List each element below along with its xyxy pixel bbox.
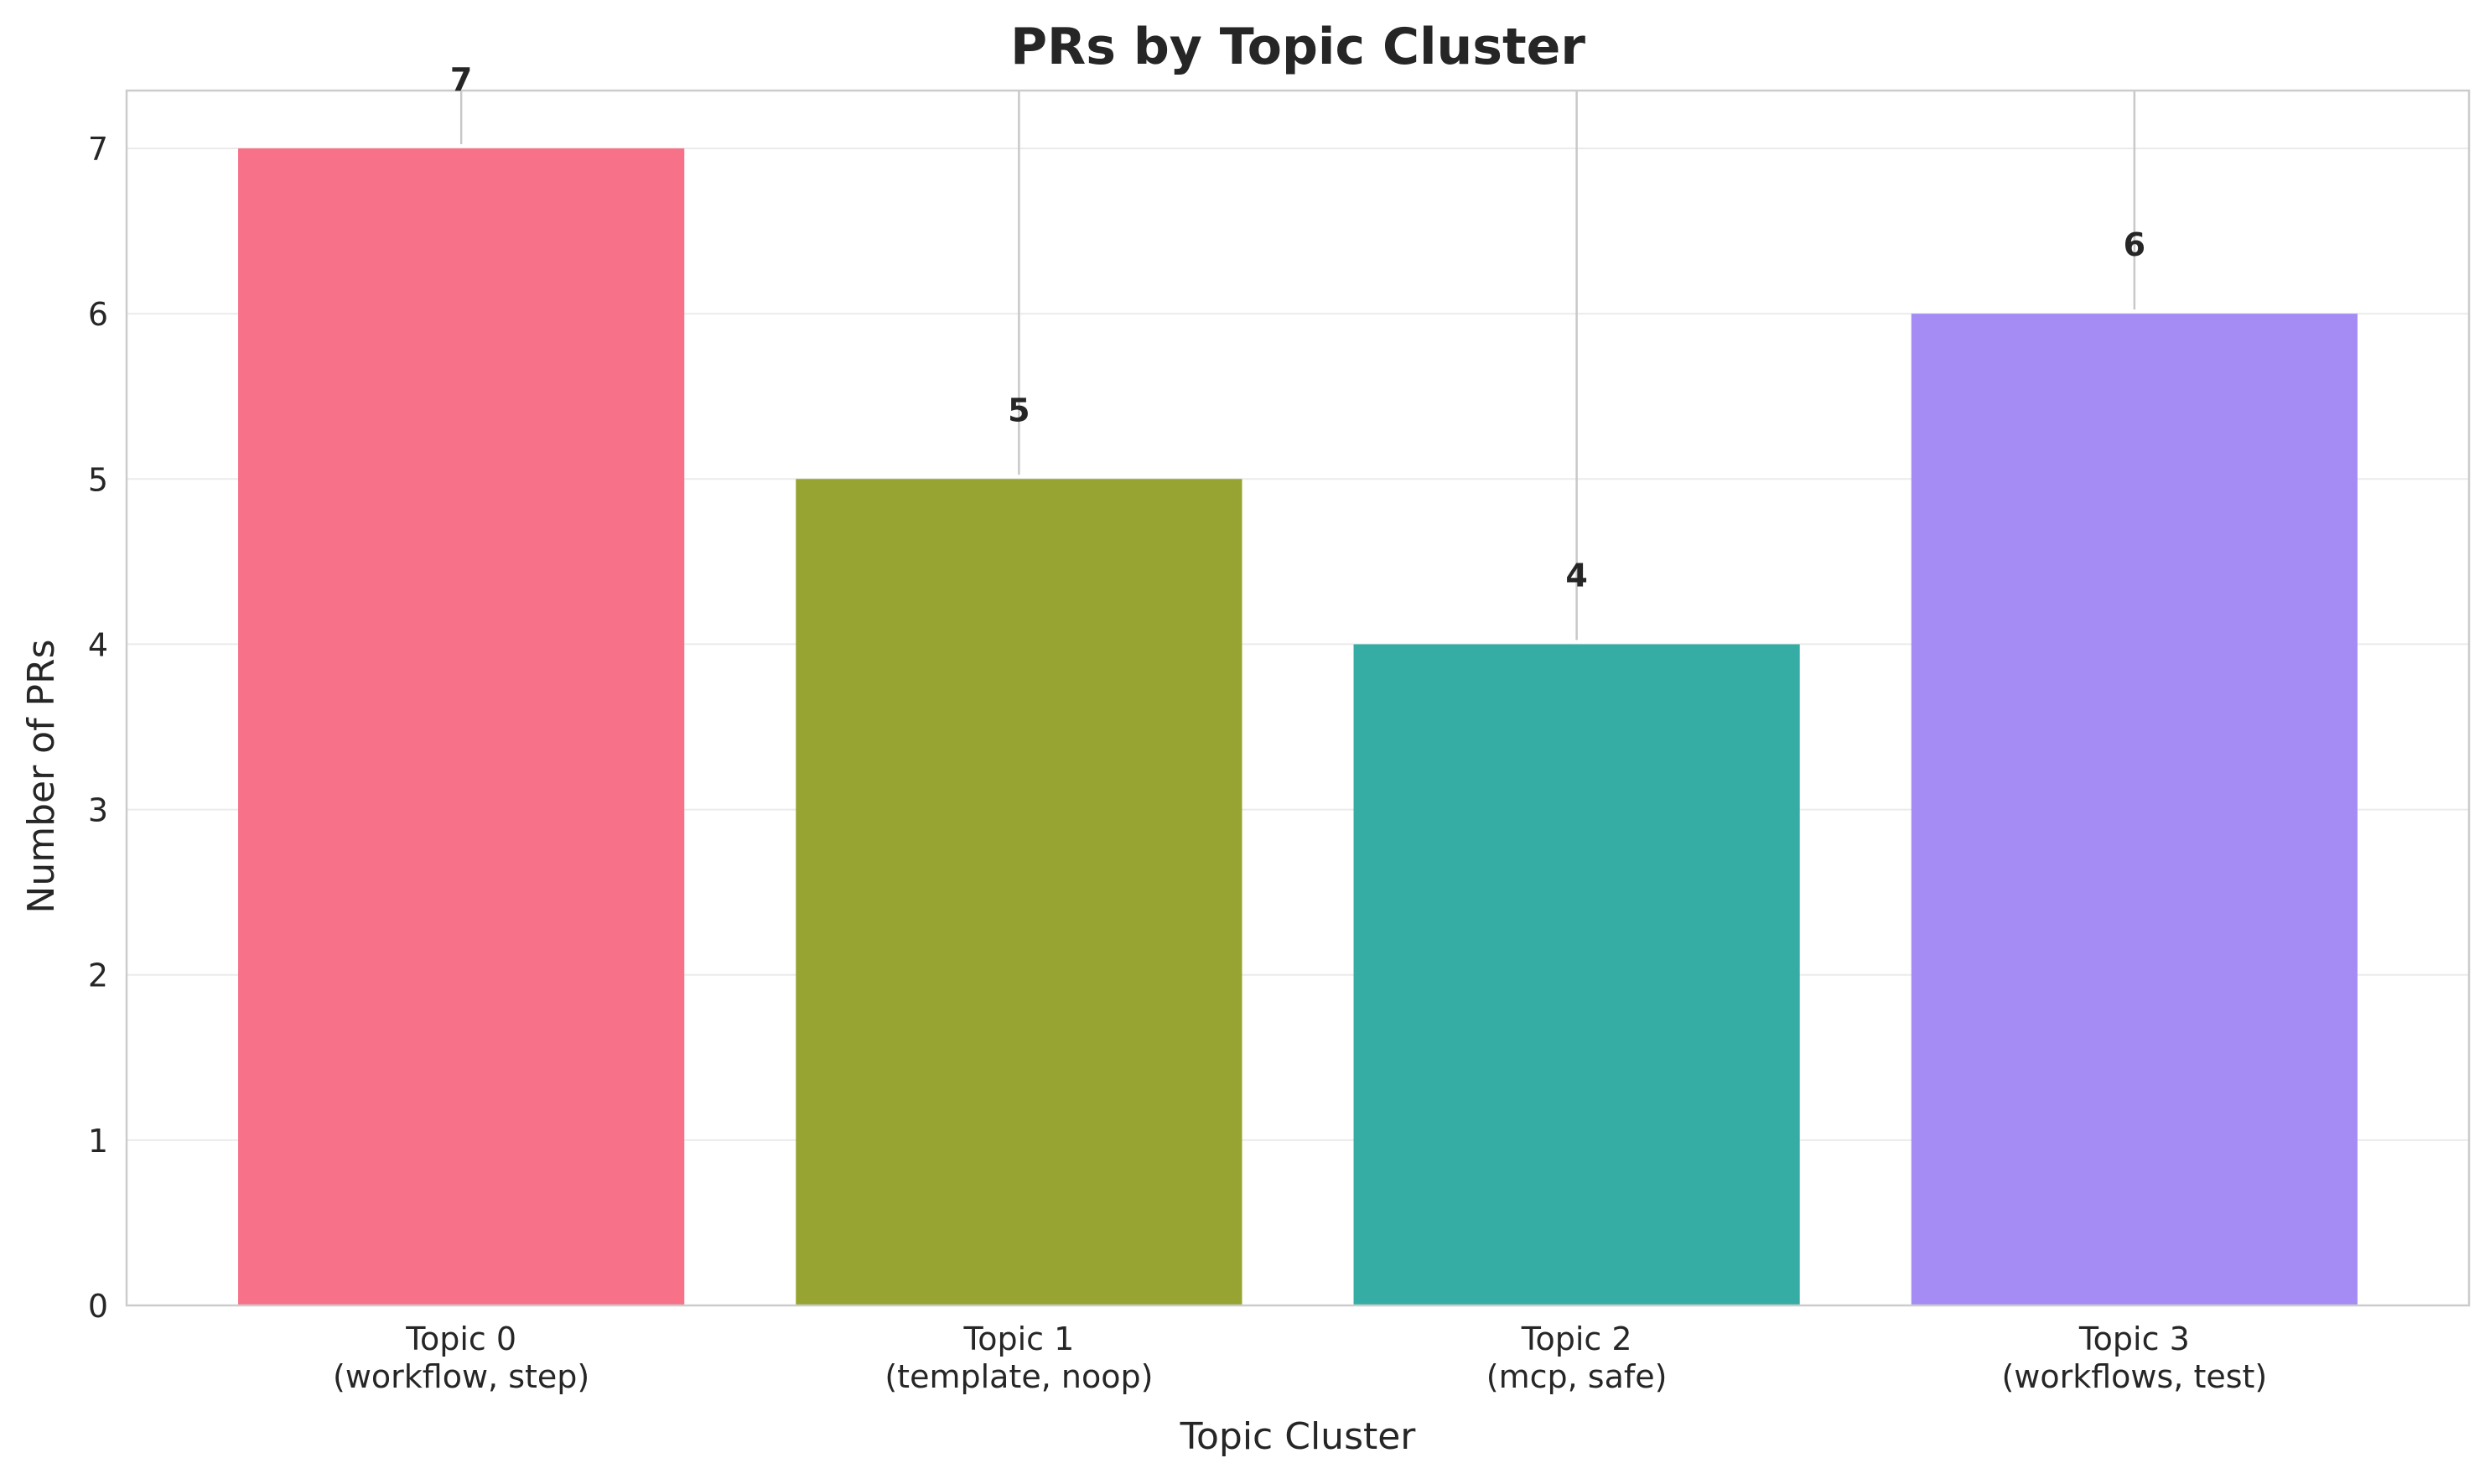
bar <box>1353 644 1800 1305</box>
x-tick-label: (workflow, step) <box>333 1358 589 1395</box>
y-tick-label: 6 <box>88 296 108 333</box>
bar <box>796 479 1242 1305</box>
y-tick-label: 1 <box>88 1123 108 1160</box>
bars <box>238 148 2358 1306</box>
x-tick-label: Topic 2 <box>1521 1321 1632 1357</box>
y-tick-labels: 0 1 2 3 4 5 6 7 <box>88 131 108 1325</box>
value-leader-lines <box>459 91 2136 641</box>
y-tick-label: 0 <box>88 1288 108 1325</box>
bar <box>238 148 685 1305</box>
value-label: 7 <box>450 61 472 98</box>
y-tick-label: 3 <box>88 792 108 829</box>
x-tick-label: (mcp, safe) <box>1486 1358 1668 1395</box>
x-tick-labels: Topic 0(workflow, step) Topic 1(template,… <box>333 1321 2267 1395</box>
x-axis-label: Topic Cluster <box>1180 1415 1417 1458</box>
y-tick-label: 5 <box>88 461 108 498</box>
x-tick-label: Topic 3 <box>2078 1321 2190 1357</box>
value-label: 4 <box>1565 557 1587 594</box>
y-tick-label: 4 <box>88 626 108 663</box>
y-axis-label: Number of PRs <box>20 639 63 913</box>
y-tick-label: 2 <box>88 957 108 994</box>
x-tick-label: (workflows, test) <box>2001 1358 2267 1395</box>
bar <box>1911 314 2358 1306</box>
x-tick-label: Topic 0 <box>405 1321 516 1357</box>
value-label: 5 <box>1008 392 1030 428</box>
value-label: 6 <box>2124 226 2145 263</box>
plot-frame <box>125 89 2471 1307</box>
x-tick-label: (template, noop) <box>884 1358 1153 1395</box>
chart-title: PRs by Topic Cluster <box>1010 18 1585 76</box>
value-labels: 7 5 4 6 <box>450 61 2145 594</box>
y-tick-label: 7 <box>88 131 108 168</box>
x-tick-label: Topic 1 <box>962 1321 1074 1357</box>
